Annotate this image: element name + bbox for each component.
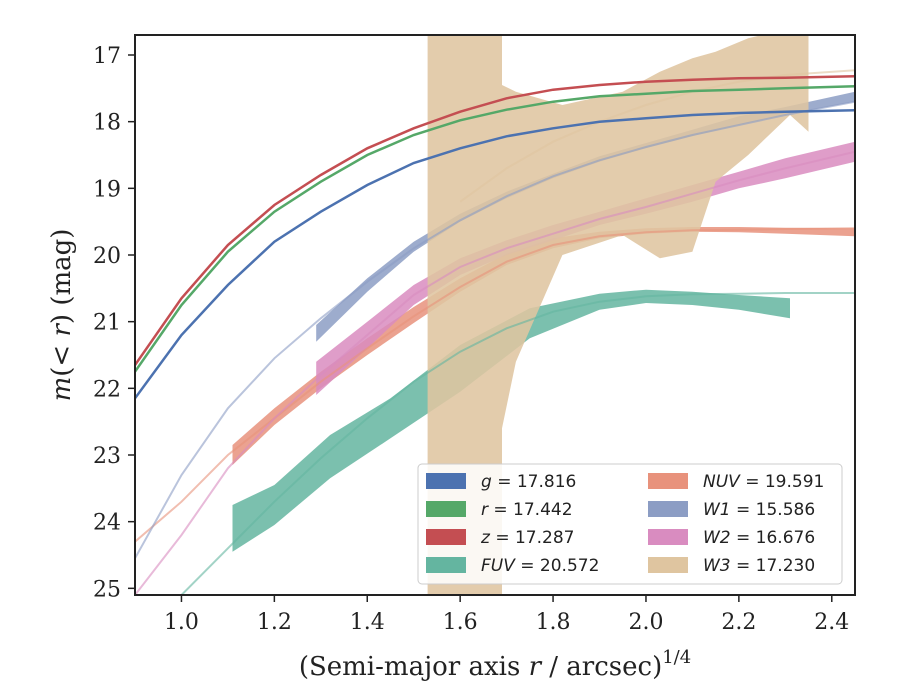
legend-label-w2: W2 = 16.676 xyxy=(703,528,815,548)
series-g-line xyxy=(135,109,855,400)
y-axis-title-end: ) (mag) xyxy=(47,229,77,325)
plot-frame xyxy=(134,34,856,596)
y-tick-label: 18 xyxy=(93,111,121,136)
legend-swatch-fuv xyxy=(426,557,466,573)
legend-series-value: = 19.591 xyxy=(740,472,825,492)
legend-swatch-w3 xyxy=(648,557,688,573)
legend-series-name: W3 xyxy=(703,556,731,576)
y-tick-label: 19 xyxy=(93,177,121,202)
legend-label-fuv: FUV = 20.572 xyxy=(481,556,599,576)
legend-label-r: r = 17.442 xyxy=(481,500,573,520)
series-w2-model-line xyxy=(135,150,855,595)
legend-swatch-z xyxy=(426,529,466,545)
legend-series-value: = 16.676 xyxy=(731,528,816,548)
legend-series-value: = 17.230 xyxy=(731,556,816,576)
legend-series-name: r xyxy=(481,500,489,520)
legend-label-z: z = 17.287 xyxy=(480,528,574,548)
x-tick-label: 1.4 xyxy=(350,610,385,635)
legend-series-name: W1 xyxy=(703,500,731,520)
series-w3-band xyxy=(427,35,809,595)
series-fuv-model-line xyxy=(180,292,855,595)
y-axis-title-var: r xyxy=(47,323,77,337)
band-layer xyxy=(232,35,855,595)
legend-series-value: = 20.572 xyxy=(515,556,600,576)
legend-swatch-nuv xyxy=(648,473,688,489)
legend-swatch-w1 xyxy=(648,501,688,517)
x-tick-label: 2.4 xyxy=(814,610,849,635)
x-tick-label: 2.2 xyxy=(721,610,756,635)
x-tick-label: 1.6 xyxy=(443,610,478,635)
x-axis-title-sup: 1/4 xyxy=(662,647,691,668)
legend-label-g: g = 17.816 xyxy=(481,472,576,492)
series-w1-model-line xyxy=(135,100,855,559)
series-z-line xyxy=(135,75,855,366)
legend-series-name: W2 xyxy=(703,528,731,548)
y-tick-label: 25 xyxy=(93,577,121,602)
y-axis-title-main: m xyxy=(47,377,77,402)
line-layer xyxy=(135,69,855,595)
x-tick-label: 1.8 xyxy=(536,610,571,635)
legend-series-name: z xyxy=(480,528,491,548)
legend-swatch-r xyxy=(426,501,466,517)
x-axis-title-main: (Semi-major axis xyxy=(299,652,529,682)
legend-swatch-w2 xyxy=(648,529,688,545)
x-axis: 1.0 1.2 1.4 1.6 1.8 2.0 2.2 2.4 xyxy=(164,595,849,635)
legend-series-value: = 17.816 xyxy=(492,472,577,492)
legend-series-name: NUV xyxy=(703,472,741,492)
y-axis: 17 18 19 20 21 22 23 24 25 xyxy=(93,44,135,602)
series-w2-band xyxy=(316,141,855,395)
legend-label-w1: W1 = 15.586 xyxy=(703,500,815,520)
y-tick-label: 22 xyxy=(93,377,121,402)
legend-series-name: FUV xyxy=(481,556,516,576)
legend-swatch-g xyxy=(426,473,466,489)
legend-series-value: = 17.287 xyxy=(490,528,575,548)
legend-frame xyxy=(417,463,843,585)
y-axis-title-paren: (< xyxy=(47,337,77,377)
x-axis-title: (Semi-major axis r / arcsec)1/4 xyxy=(299,647,691,682)
y-tick-label: 24 xyxy=(93,511,121,536)
x-axis-title-var: r xyxy=(529,652,543,682)
legend-label-nuv: NUV = 19.591 xyxy=(703,472,824,492)
legend-series-value: = 17.442 xyxy=(488,500,573,520)
y-tick-label: 17 xyxy=(93,44,121,69)
y-tick-label: 21 xyxy=(93,311,121,336)
x-tick-label: 1.0 xyxy=(164,610,199,635)
legend-series-name: g xyxy=(481,472,492,492)
y-tick-label: 23 xyxy=(93,444,121,469)
x-tick-label: 1.2 xyxy=(257,610,292,635)
y-tick-label: 20 xyxy=(93,244,121,269)
x-axis-title-mid: / arcsec) xyxy=(541,652,662,682)
series-r-line xyxy=(135,85,855,373)
legend-label-w3: W3 = 17.230 xyxy=(703,556,815,576)
y-axis-title: m(< r) (mag) xyxy=(47,229,77,402)
legend-series-value: = 15.586 xyxy=(731,500,816,520)
x-tick-label: 2.0 xyxy=(628,610,663,635)
series-nuv-model-line xyxy=(135,227,855,543)
